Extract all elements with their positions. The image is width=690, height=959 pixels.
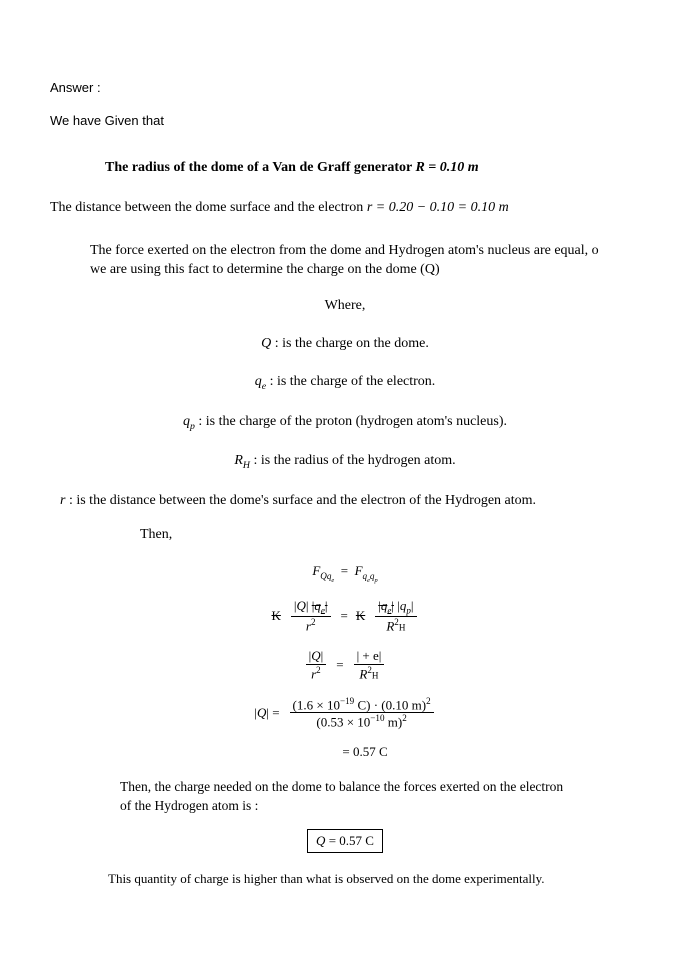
final-remark: This quantity of charge is higher than w… bbox=[108, 871, 582, 887]
conclusion-text: Then, the charge needed on the dome to b… bbox=[120, 778, 570, 814]
equations-block: FQqe = Fqeqp K |Q| |qe| r2 = K |qe| |qp|… bbox=[50, 563, 640, 760]
def-rh: RH : is the radius of the hydrogen atom. bbox=[50, 453, 640, 471]
def-r: r : is the distance between the dome's s… bbox=[60, 493, 630, 509]
given-label: We have Given that bbox=[50, 113, 640, 128]
eq-simplified: |Q| r2 = | + e| R2H bbox=[50, 648, 640, 682]
boxed-result-row: Q = 0.57 C bbox=[50, 829, 640, 853]
dist-eq: r = 0.20 − 0.10 = 0.10 m bbox=[367, 200, 509, 215]
explanation-paragraph: The force exerted on the electron from t… bbox=[90, 242, 600, 280]
distance-line: The distance between the dome surface an… bbox=[50, 200, 640, 216]
def-qp: qp : is the charge of the proton (hydrog… bbox=[50, 414, 640, 432]
definitions-block: Where, QQ : is the charge on the dome. :… bbox=[50, 298, 640, 471]
title-prefix: The radius of the dome of a Van de Graff… bbox=[105, 160, 415, 175]
dist-prefix: The distance between the dome surface an… bbox=[50, 200, 367, 215]
def-qe: qe : is the charge of the electron. bbox=[50, 374, 640, 392]
eq-forces: FQqe = Fqeqp bbox=[50, 563, 640, 583]
title-line: The radius of the dome of a Van de Graff… bbox=[105, 160, 640, 176]
answer-label: Answer : bbox=[50, 80, 640, 95]
title-eq: R = 0.10 m bbox=[415, 160, 478, 175]
eq-numeric: |Q| = (1.6 × 10−19 C) · (0.10 m)2 (0.53 … bbox=[50, 696, 640, 731]
boxed-result: Q = 0.57 C bbox=[307, 829, 383, 853]
eq-result: = 0.57 C bbox=[50, 744, 640, 760]
where-label: Where, bbox=[50, 298, 640, 314]
def-q: QQ : is the charge on the dome. : is the… bbox=[50, 336, 640, 352]
then-label: Then, bbox=[140, 527, 640, 543]
eq-coulomb: K |Q| |qe| r2 = K |qe| |qp| R2H bbox=[50, 598, 640, 634]
